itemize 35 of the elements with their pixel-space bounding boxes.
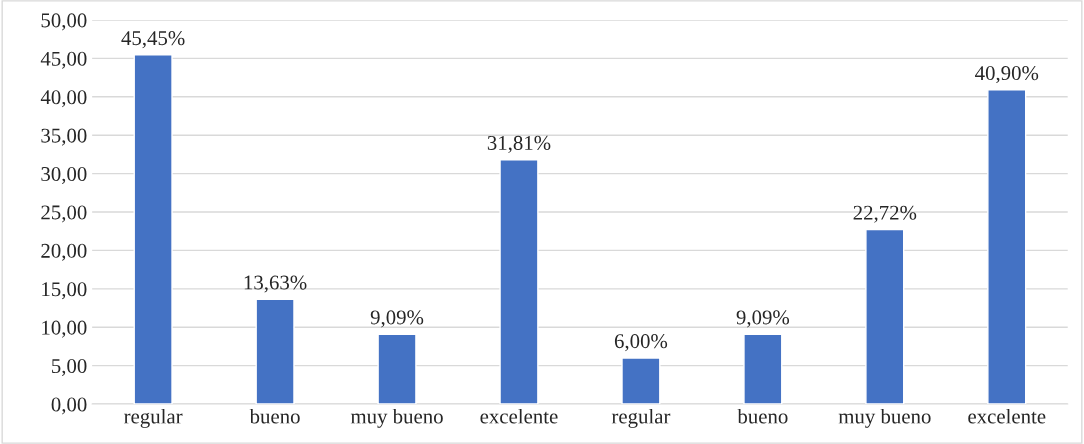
- x-tick-label: bueno: [737, 408, 788, 424]
- y-tick-label: 25,00: [41, 205, 87, 223]
- bar: [377, 333, 417, 405]
- bar: [499, 159, 539, 405]
- data-label: 40,90%: [975, 66, 1039, 84]
- y-tick-label: 10,00: [42, 320, 87, 338]
- y-tick-label: 45,00: [40, 51, 87, 69]
- data-label: 31,81%: [487, 135, 551, 153]
- bar: [621, 357, 661, 405]
- bar: [743, 333, 783, 405]
- bar: [987, 89, 1027, 405]
- x-tick-label: excelente: [480, 408, 558, 424]
- y-tick-label: 40,00: [40, 90, 87, 108]
- y-tick-label: 35,00: [41, 128, 87, 146]
- x-tick-label: bueno: [249, 408, 300, 424]
- x-tick-label: regular: [124, 408, 183, 428]
- bar: [255, 298, 295, 405]
- x-tick-label: excelente: [968, 408, 1046, 424]
- y-tick-label: 0,00: [51, 397, 87, 415]
- y-tick-label: 30,00: [41, 166, 87, 185]
- y-tick-label: 50,00: [41, 13, 87, 31]
- data-label: 13,63%: [244, 275, 307, 293]
- x-tick-label: muy bueno: [838, 408, 931, 428]
- bar: [133, 54, 173, 405]
- y-tick-label: 5,00: [52, 359, 87, 377]
- y-tick-label: 20,00: [41, 243, 87, 261]
- data-label: 6,00%: [614, 334, 668, 352]
- data-label: 22,72%: [853, 205, 917, 223]
- data-label: 9,09%: [370, 310, 424, 328]
- x-tick-label: regular: [611, 408, 671, 428]
- bar: [865, 228, 905, 405]
- x-tick-label: muy bueno: [350, 408, 443, 428]
- y-tick-label: 15,00: [42, 282, 87, 300]
- data-label: 45,45%: [121, 31, 185, 49]
- data-label: 9,09%: [736, 310, 790, 328]
